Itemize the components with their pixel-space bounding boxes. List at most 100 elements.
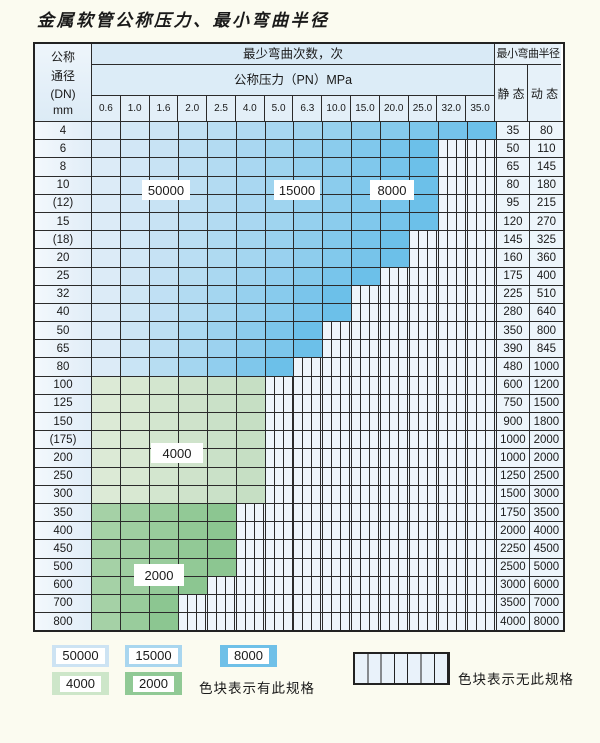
no-spec-cell (410, 231, 440, 249)
cycle-cell (120, 212, 150, 231)
cycle-cell (149, 413, 179, 431)
cycle-cell (236, 249, 266, 267)
cycle-cell (207, 212, 237, 231)
no-spec-cell (352, 576, 382, 594)
pressure-col-header: 5.0 (265, 96, 294, 121)
static-radius-value: 2500 (496, 558, 530, 576)
cycle-cell (120, 340, 150, 358)
cycle-cell (236, 340, 266, 358)
cycle-cell (323, 231, 353, 249)
cycle-cell (178, 467, 208, 485)
no-spec-cell (410, 358, 440, 376)
no-spec-cell (439, 522, 468, 540)
no-spec-cell (439, 158, 468, 176)
cycle-cell (149, 485, 179, 503)
dn-header-line: 通径 (50, 69, 75, 84)
no-spec-cell (352, 613, 382, 631)
no-spec-cell (323, 431, 353, 449)
cycle-cell (265, 340, 295, 358)
cycle-cell (381, 249, 411, 267)
cycle-cell (323, 267, 353, 285)
no-spec-cell (467, 413, 497, 431)
no-spec-cell (352, 522, 382, 540)
static-radius-value: 160 (496, 249, 530, 267)
no-spec-cell (381, 322, 411, 340)
no-spec-cell (294, 413, 324, 431)
cycle-cell (207, 303, 237, 322)
dynamic-radius-value: 80 (529, 122, 563, 140)
static-radius-value: 750 (496, 394, 530, 412)
dynamic-radius-value: 270 (529, 212, 563, 231)
static-radius-value: 4000 (496, 613, 530, 631)
cycle-cell (236, 394, 266, 412)
no-spec-cell (352, 303, 382, 322)
no-spec-cell (467, 140, 497, 158)
no-spec-cell (236, 594, 266, 613)
no-spec-cell (294, 576, 324, 594)
no-spec-cell (265, 594, 295, 613)
no-spec-cell (467, 267, 497, 285)
cycle-cell (149, 594, 179, 613)
cycles-header-group: 最少弯曲次数，次 公称压力（PN）MPa 0.6 1.0 1.6 2.0 2.5 4.0 5… (92, 44, 495, 121)
cycle-cell (352, 231, 382, 249)
cycle-count-label: 4000 (151, 443, 203, 463)
static-radius-value: 2250 (496, 540, 530, 558)
no-spec-cell (467, 540, 497, 558)
static-radius-value: 1250 (496, 467, 530, 485)
legend-no-spec-swatch (353, 652, 450, 685)
cycle-cell (92, 467, 121, 485)
no-spec-cell (439, 249, 468, 267)
no-spec-cell (410, 267, 440, 285)
legend-swatch-label: 8000 (228, 648, 269, 664)
no-spec-cell (207, 594, 237, 613)
cycle-cell (149, 267, 179, 285)
cycle-cell (236, 231, 266, 249)
cycle-cell (92, 540, 121, 558)
no-spec-cell (410, 467, 440, 485)
cycle-cell (352, 212, 382, 231)
cycle-cell (120, 431, 150, 449)
cycle-cell (149, 285, 179, 303)
no-spec-cell (323, 376, 353, 394)
no-spec-cell (381, 613, 411, 631)
static-radius-value: 390 (496, 340, 530, 358)
cycle-cell (178, 249, 208, 267)
cycle-cell (294, 322, 324, 340)
static-radius-value: 900 (496, 413, 530, 431)
cycle-cell (265, 358, 295, 376)
no-spec-cell (410, 558, 440, 576)
cycle-cell (323, 303, 353, 322)
dn-value: 600 (35, 576, 92, 594)
table-row: 400 2000 4000 (35, 521, 563, 540)
no-spec-cell (381, 449, 411, 467)
cycle-cell (92, 431, 121, 449)
pressure-col-header: 1.6 (150, 96, 179, 121)
dynamic-radius-value: 4000 (529, 522, 563, 540)
cycle-cell (178, 558, 208, 576)
cycle-cell (236, 431, 266, 449)
cycle-cell (92, 376, 121, 394)
page-title: 金属软管公称压力、最小弯曲半径 (37, 11, 330, 31)
no-spec-cell (381, 540, 411, 558)
pressure-col-header: 2.0 (178, 96, 208, 121)
no-spec-cell (410, 413, 440, 431)
cycle-cell (92, 212, 121, 231)
legend-swatch: 8000 (220, 645, 277, 667)
no-spec-cell (467, 467, 497, 485)
dn-value: 65 (35, 340, 92, 358)
no-spec-cell (236, 540, 266, 558)
no-spec-cell (381, 431, 411, 449)
dn-value: 800 (35, 613, 92, 631)
no-spec-cell (265, 431, 295, 449)
no-spec-cell (467, 449, 497, 467)
cycle-cell (149, 158, 179, 176)
no-spec-cell (410, 285, 440, 303)
cycle-cell (207, 158, 237, 176)
cycle-cell (265, 122, 295, 140)
no-spec-cell (294, 449, 324, 467)
no-spec-cell (265, 558, 295, 576)
dn-value: 40 (35, 303, 92, 322)
cycle-cell (207, 340, 237, 358)
cycle-cell (178, 540, 208, 558)
cycle-cell (149, 140, 179, 158)
